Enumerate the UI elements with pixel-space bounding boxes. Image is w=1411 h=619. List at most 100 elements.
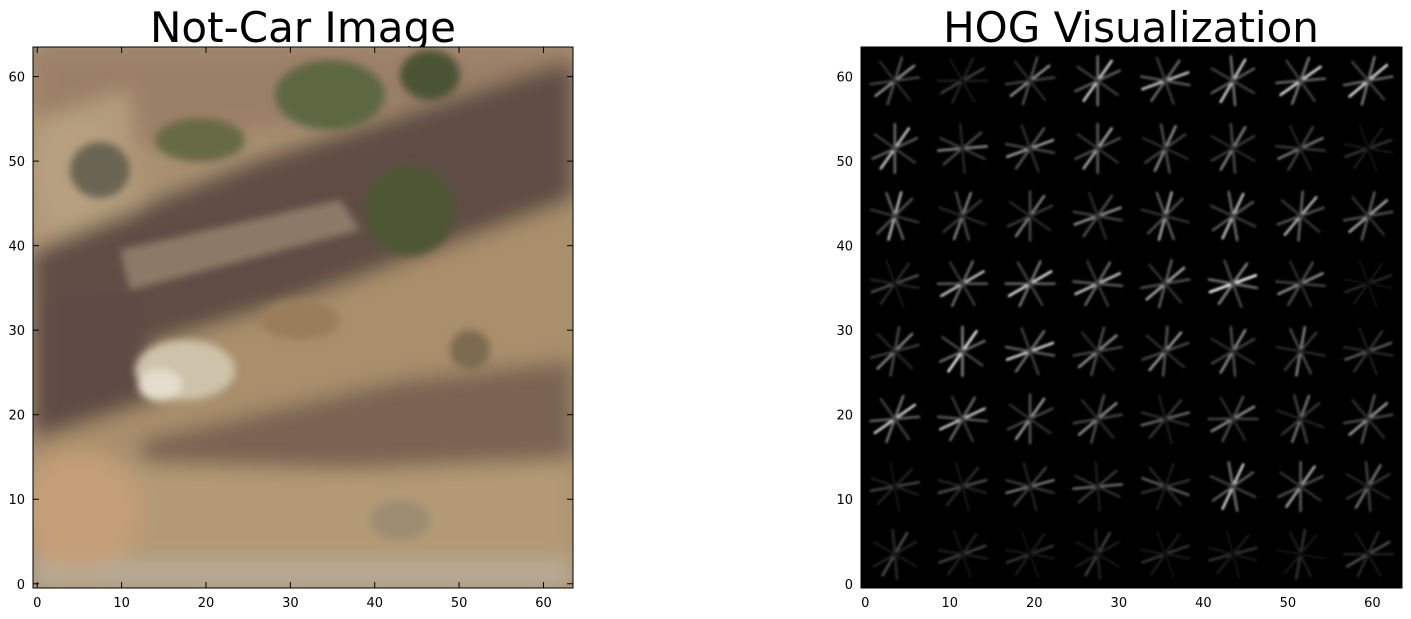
hog-cell (1006, 393, 1054, 445)
hog-ytick-label: 40 (836, 240, 853, 255)
hog-visualization-title: HOG Visualization (943, 3, 1319, 52)
hog-cell (869, 394, 921, 444)
hog-visualization-panel: HOG Visualization 0 10 20 30 40 50 60 0 10 20 30 40… (836, 3, 1403, 611)
hog-cell (1209, 190, 1257, 242)
hog-cell (1140, 530, 1191, 579)
hog-orientation-stroke (1351, 60, 1386, 101)
hog-cell (936, 122, 988, 174)
hog-cell (1004, 260, 1056, 308)
hog-orientation-stroke (1140, 208, 1191, 224)
hog-orientation-stroke (1020, 327, 1040, 376)
not-car-ytick-label: 10 (8, 493, 25, 508)
hog-cell (1141, 325, 1190, 377)
hog-orientation-stroke (1219, 396, 1247, 442)
hog-cell (1004, 530, 1056, 579)
hog-cell (1342, 55, 1394, 106)
hog-xtick-label: 60 (1364, 596, 1381, 611)
hog-cell (1210, 325, 1256, 377)
hog-cell (1005, 461, 1055, 512)
hog-orientation-stroke (1020, 124, 1040, 173)
hog-cell (1276, 394, 1325, 444)
hog-ytick-label: 20 (836, 409, 853, 424)
hog-cell (1275, 528, 1326, 580)
hog-cell (1275, 260, 1327, 308)
hog-orientation-stroke (1008, 200, 1052, 232)
hog-orientation-stroke (959, 122, 966, 174)
hog-orientation-stroke (1210, 337, 1256, 365)
hog-cell (1140, 462, 1191, 511)
hog-orientation-stroke (873, 133, 917, 164)
hog-orientation-stroke (1020, 530, 1040, 579)
hog-cell (1207, 395, 1259, 443)
hog-cell (869, 259, 921, 308)
not-car-xtick-label: 50 (451, 596, 468, 611)
hog-cell (1072, 394, 1123, 444)
hog-orientation-stroke (1279, 471, 1322, 502)
hog-orientation-stroke (878, 60, 912, 102)
hog-orientation-stroke (1157, 394, 1173, 444)
hog-orientation-stroke (1155, 56, 1175, 105)
hog-orientation-stroke (954, 461, 971, 512)
hog-cell (1004, 327, 1056, 376)
hog-ytick-label: 50 (836, 155, 853, 170)
hog-orientation-stroke (1080, 331, 1115, 372)
hog-orientation-stroke (879, 397, 911, 441)
hog-orientation-stroke (1210, 67, 1256, 95)
hog-orientation-stroke (1285, 59, 1316, 103)
hog-orientation-stroke (1209, 474, 1257, 499)
hog-orientation-stroke (1351, 196, 1386, 237)
hog-orientation-stroke (1145, 334, 1186, 369)
not-car-xtick-label: 40 (366, 596, 383, 611)
not-car-ytick-label: 30 (8, 324, 25, 339)
hog-orientation-stroke (1094, 461, 1102, 513)
hog-cell (1072, 461, 1124, 513)
not-car-axes-frame (32, 46, 574, 589)
hog-cell (1342, 394, 1394, 444)
hog-orientation-stroke (1022, 461, 1038, 512)
hog-orientation-stroke (1008, 403, 1052, 435)
hog-cell (936, 395, 988, 443)
hog-cell (1345, 461, 1391, 513)
not-car-xtick-label: 10 (113, 596, 130, 611)
hog-ytick-label: 60 (836, 71, 853, 86)
hog-cell (1074, 122, 1122, 175)
hog-cell (869, 56, 921, 106)
hog-orientation-stroke (941, 336, 984, 367)
hog-cell (937, 461, 988, 512)
hog-orientation-stroke (1358, 124, 1378, 173)
hog-cell (936, 57, 989, 105)
hog-xtick-label: 20 (1026, 596, 1043, 611)
hog-orientation-stroke (1086, 260, 1110, 308)
hog-orientation-stroke (1280, 199, 1321, 234)
hog-orientation-stroke (1358, 259, 1378, 308)
not-car-image-title: Not-Car Image (150, 3, 456, 52)
hog-cell (939, 325, 986, 377)
hog-orientation-stroke (885, 259, 905, 308)
hog-cells (869, 55, 1394, 580)
not-car-ytick-label: 50 (8, 155, 25, 170)
hog-orientation-stroke (1223, 259, 1243, 308)
not-car-xtick-label: 60 (535, 596, 552, 611)
hog-orientation-stroke (1209, 204, 1257, 228)
not-car-ytick-label: 60 (8, 71, 25, 86)
hog-ytick-label: 30 (836, 324, 853, 339)
hog-cell (871, 122, 919, 175)
hog-cell (938, 191, 987, 241)
hog-orientation-stroke (889, 461, 901, 512)
hog-orientation-stroke (938, 206, 987, 226)
hog-orientation-stroke (1275, 345, 1326, 357)
not-car-ytick-label: 40 (8, 240, 25, 255)
hog-orientation-stroke (1288, 260, 1313, 308)
hog-cell (1004, 56, 1056, 106)
hog-cell (1342, 530, 1394, 578)
hog-cell (869, 461, 921, 512)
hog-cell (1140, 56, 1191, 105)
hog-cell (1004, 124, 1056, 173)
hog-cell (1140, 394, 1191, 444)
hog-cell (869, 326, 920, 377)
hog-cell (937, 530, 988, 579)
hog-cell (1342, 327, 1394, 376)
hog-orientation-stroke (1276, 409, 1325, 429)
hog-xtick-label: 40 (1195, 596, 1212, 611)
